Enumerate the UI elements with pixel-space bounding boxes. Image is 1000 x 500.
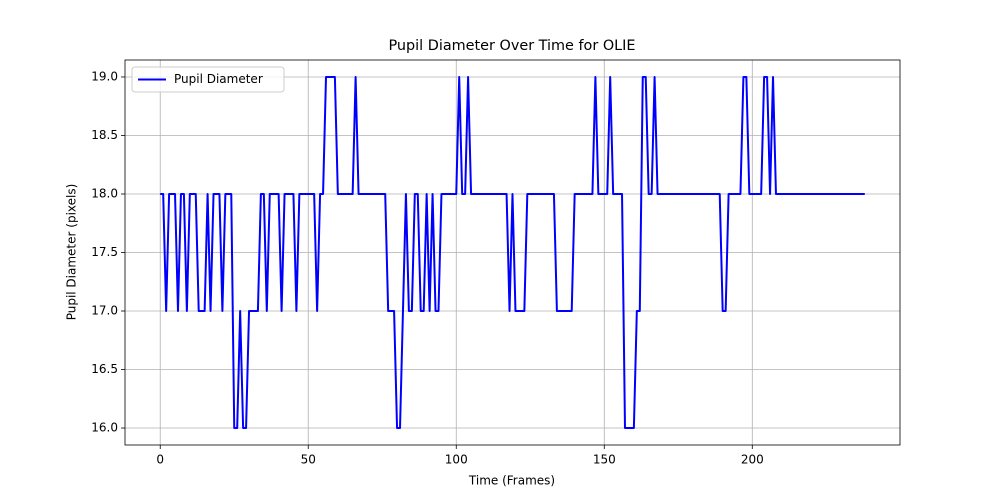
x-axis-label: Time (Frames) xyxy=(468,474,555,488)
chart-title: Pupil Diameter Over Time for OLIE xyxy=(388,38,635,54)
x-tick-label: 150 xyxy=(593,453,616,467)
y-tick-label: 19.0 xyxy=(91,69,118,83)
x-tick-label: 0 xyxy=(156,453,164,467)
legend: Pupil Diameter xyxy=(131,66,285,93)
plot-frame xyxy=(124,59,901,446)
y-tick-label: 17.5 xyxy=(91,245,118,259)
data-line xyxy=(160,75,865,430)
y-tick-label: 17.0 xyxy=(91,304,118,318)
y-tick-label: 16.0 xyxy=(91,421,118,435)
y-axis-label: Pupil Diameter (pixels) xyxy=(65,184,79,321)
x-tick-label: 100 xyxy=(445,453,468,467)
x-tick-label: 50 xyxy=(301,453,316,467)
y-tick-label: 16.5 xyxy=(91,362,118,376)
legend-box xyxy=(131,66,285,93)
legend-label: Pupil Diameter xyxy=(174,72,263,86)
x-tick-label: 200 xyxy=(741,453,764,467)
y-tick-label: 18.0 xyxy=(91,186,118,200)
y-tick-label: 18.5 xyxy=(91,128,118,142)
